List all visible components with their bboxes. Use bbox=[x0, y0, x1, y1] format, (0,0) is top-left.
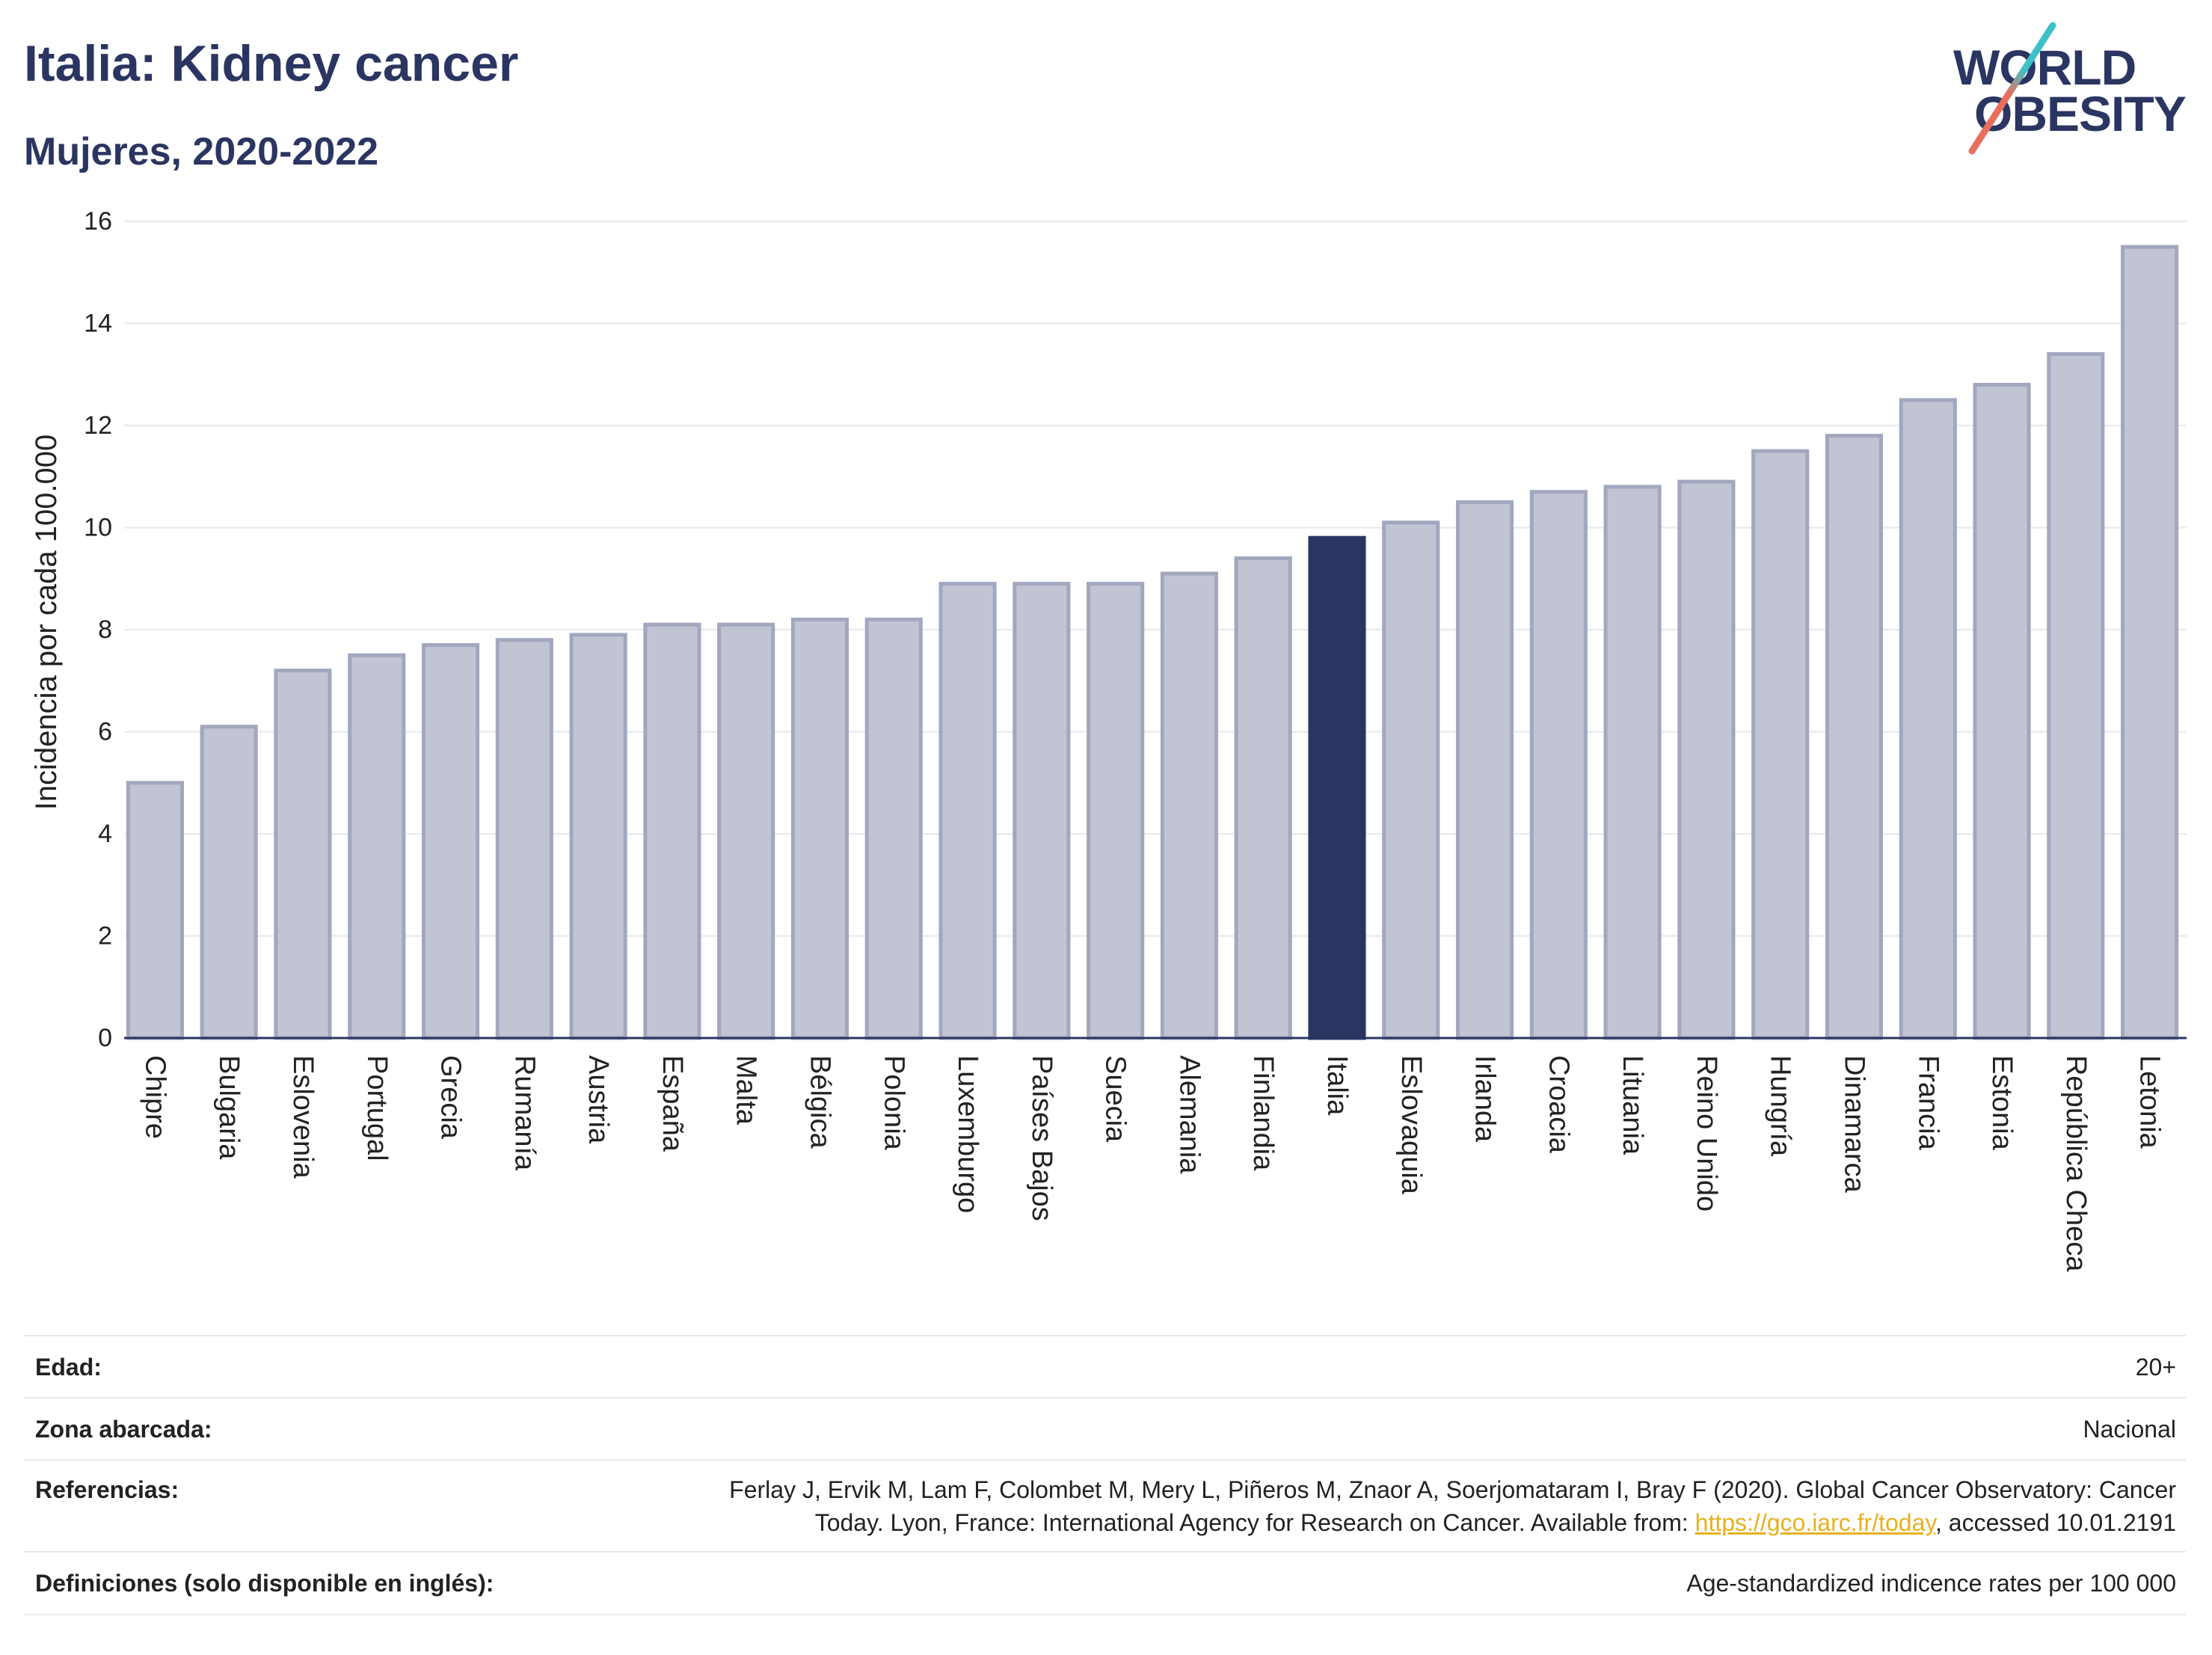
tick-labels: 0 2 4 6 8 10 12 14 16 Chipre Bulgaria Eslovenia Port… bbox=[84, 207, 2165, 1272]
bar-dinamarca bbox=[1825, 434, 1884, 1040]
detail-row-age: Edad: 20+ bbox=[24, 1336, 2186, 1398]
bar-paises-bajos bbox=[1013, 582, 1071, 1040]
x-tick-label-letonia: Letonia bbox=[2134, 1055, 2166, 1149]
bar-rumania bbox=[495, 638, 553, 1040]
x-tick-label-suecia: Suecia bbox=[1100, 1055, 1131, 1143]
x-tick-label-republica-checa: República Checa bbox=[2060, 1055, 2092, 1272]
y-tick-label: 16 bbox=[84, 207, 112, 236]
y-tick-label: 4 bbox=[98, 820, 112, 848]
bar-letonia bbox=[2121, 245, 2179, 1040]
x-tick-label-espana: España bbox=[657, 1055, 688, 1152]
y-tick-label: 12 bbox=[84, 411, 112, 440]
x-tick-label-polonia: Polonia bbox=[878, 1055, 909, 1151]
x-tick-label-dinamarca: Dinamarca bbox=[1838, 1055, 1870, 1194]
bar-luxemburgo bbox=[938, 582, 997, 1040]
x-tick-label-malta: Malta bbox=[731, 1055, 762, 1126]
x-tick-label-alemania: Alemania bbox=[1173, 1055, 1205, 1174]
bar-portugal bbox=[348, 653, 406, 1040]
y-tick-label: 14 bbox=[84, 310, 112, 338]
bar-bulgaria bbox=[200, 725, 258, 1040]
reference-line-2-prefix: Today. Lyon, France: International Agenc… bbox=[814, 1509, 1695, 1536]
bar-hungria bbox=[1751, 449, 1810, 1040]
bar-suecia bbox=[1087, 582, 1145, 1040]
bar-polonia bbox=[864, 617, 923, 1040]
detail-label-references: Referencias: bbox=[35, 1476, 179, 1503]
detail-value-area: Nacional bbox=[2083, 1415, 2176, 1443]
bar-finlandia bbox=[1234, 556, 1292, 1040]
bar-francia bbox=[1899, 398, 1957, 1040]
y-tick-label: 2 bbox=[98, 922, 112, 951]
logo-slash-icon bbox=[1968, 22, 2056, 155]
x-tick-label-rumania: Rumanía bbox=[509, 1055, 540, 1171]
page-subtitle: Mujeres, 2020-2022 bbox=[24, 130, 379, 174]
detail-value-definitions: Age-standardized indicence rates per 100… bbox=[1686, 1570, 2176, 1597]
bar-reino-unido bbox=[1677, 479, 1736, 1040]
detail-row-definitions: Definiciones (solo disponible en inglés)… bbox=[24, 1553, 2186, 1615]
detail-row-area: Zona abarcada: Nacional bbox=[24, 1398, 2186, 1461]
detail-value-age: 20+ bbox=[2135, 1353, 2176, 1381]
x-tick-label-italia: Italia bbox=[1321, 1055, 1353, 1116]
bar-estonia bbox=[1973, 382, 2031, 1040]
x-tick-label-finlandia: Finlandia bbox=[1247, 1055, 1279, 1171]
bar-alemania bbox=[1160, 571, 1218, 1040]
bar-malta bbox=[717, 622, 775, 1040]
bar-lituania bbox=[1603, 485, 1662, 1040]
logo-text-line1: WORLD bbox=[1953, 40, 2136, 95]
y-tick-label: 0 bbox=[98, 1024, 112, 1052]
reference-link[interactable]: https://gco.iarc.fr/today bbox=[1695, 1509, 1935, 1536]
x-tick-label-hungria: Hungría bbox=[1765, 1055, 1796, 1157]
reference-line-2: Today. Lyon, France: International Agenc… bbox=[729, 1506, 2176, 1539]
bar-grecia bbox=[421, 642, 480, 1040]
world-obesity-logo: WORLD OBESITY bbox=[1944, 15, 2199, 165]
x-tick-label-paises-bajos: Países Bajos bbox=[1026, 1055, 1057, 1221]
x-tick-label-eslovenia: Eslovenia bbox=[287, 1055, 319, 1179]
x-tick-label-reino-unido: Reino Unido bbox=[1691, 1055, 1722, 1212]
x-tick-label-grecia: Grecia bbox=[435, 1055, 467, 1140]
detail-label-age: Edad: bbox=[35, 1353, 102, 1381]
bar-espana bbox=[643, 622, 701, 1040]
x-tick-label-belgica: Bélgica bbox=[804, 1055, 835, 1149]
page-title: Italia: Kidney cancer bbox=[24, 35, 519, 92]
x-tick-label-portugal: Portugal bbox=[361, 1055, 393, 1161]
y-tick-label: 10 bbox=[84, 514, 112, 542]
x-tick-label-lituania: Lituania bbox=[1617, 1055, 1648, 1155]
y-tick-label: 6 bbox=[98, 718, 112, 746]
x-tick-label-estonia: Estonia bbox=[1986, 1055, 2018, 1151]
bar-italia bbox=[1308, 535, 1366, 1040]
bar-republica-checa bbox=[2047, 351, 2105, 1040]
bars bbox=[126, 245, 2179, 1040]
x-tick-label-francia: Francia bbox=[1912, 1055, 1944, 1151]
bar-chart: 0 2 4 6 8 10 12 14 16 Chipre Bulgaria Eslovenia Port… bbox=[30, 207, 2187, 1272]
bar-belgica bbox=[790, 617, 850, 1040]
bar-croacia bbox=[1529, 490, 1588, 1040]
detail-row-references: Referencias: Ferlay J, Ervik M, Lam F, C… bbox=[24, 1461, 2186, 1553]
detail-label-area: Zona abarcada: bbox=[35, 1415, 212, 1443]
x-tick-label-austria: Austria bbox=[583, 1055, 614, 1144]
x-tick-label-luxemburgo: Luxemburgo bbox=[952, 1055, 983, 1213]
x-tick-label-croacia: Croacia bbox=[1543, 1055, 1574, 1154]
details-table: Edad: 20+ Zona abarcada: Nacional Refere… bbox=[24, 1335, 2186, 1615]
x-tick-label-irlanda: Irlanda bbox=[1469, 1055, 1501, 1143]
reference-line-2-suffix: , accessed 10.01.2191 bbox=[1935, 1509, 2176, 1536]
bar-austria bbox=[569, 633, 627, 1040]
bar-eslovaquia bbox=[1382, 521, 1440, 1040]
bar-chipre bbox=[126, 781, 184, 1040]
detail-label-definitions: Definiciones (solo disponible en inglés)… bbox=[35, 1570, 494, 1597]
reference-line-1: Ferlay J, Ervik M, Lam F, Colombet M, Me… bbox=[729, 1476, 2176, 1503]
y-axis-title: Incidencia por cada 100.000 bbox=[30, 435, 63, 811]
bar-eslovenia bbox=[274, 669, 332, 1040]
x-tick-label-eslovaquia: Eslovaquia bbox=[1395, 1055, 1427, 1195]
x-tick-label-bulgaria: Bulgaria bbox=[213, 1055, 245, 1160]
detail-value-references: Ferlay J, Ervik M, Lam F, Colombet M, Me… bbox=[729, 1473, 2176, 1539]
y-tick-label: 8 bbox=[98, 615, 112, 644]
bar-irlanda bbox=[1455, 500, 1514, 1040]
x-tick-label-chipre: Chipre bbox=[139, 1055, 170, 1139]
